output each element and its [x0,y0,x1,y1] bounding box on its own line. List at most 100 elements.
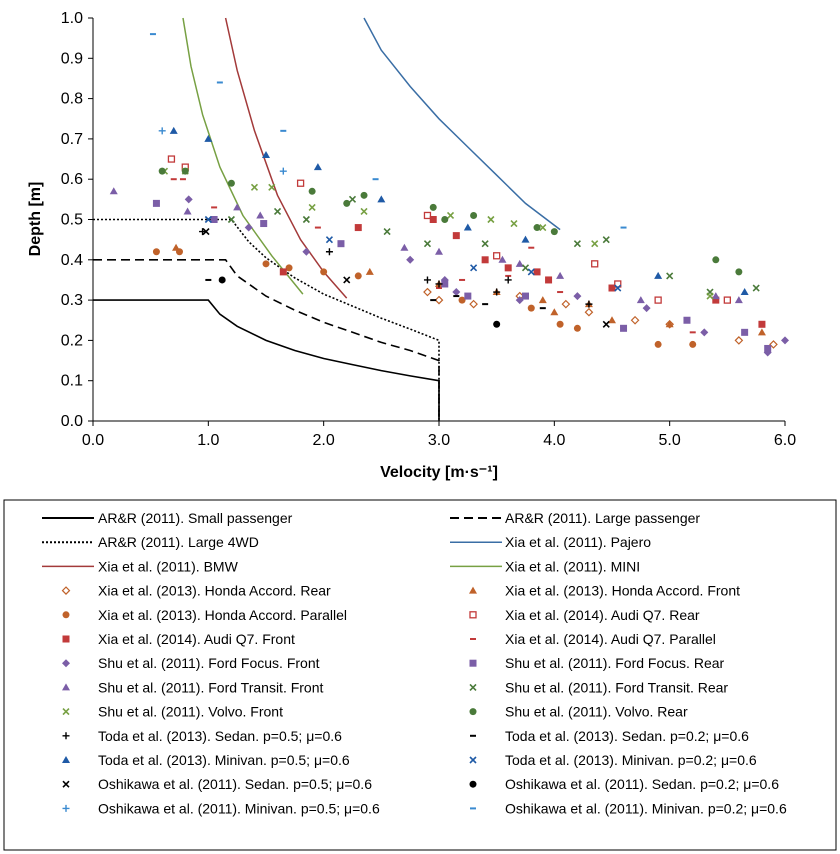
xia-et-al-2013-honda-accord-front-point [757,328,766,336]
shu-et-al-2011-ford-focus-rear-point [683,316,691,324]
toda-et-al-2013-sedan-p-0-5-0-6-point [493,288,501,296]
legend-marker-sample [469,586,477,594]
legend-item-toda-et-al-2013-minivan-p-0-2-0-6: Toda et al. (2013). Minivan. p=0.2; μ=0.… [469,752,757,768]
shu-et-al-2011-volvo-rear-point [158,167,166,175]
xia-et-al-2013-honda-accord-front-point [550,308,559,316]
xia-et-al-2011-pajero-line [363,17,561,231]
xia-et-al-2013-honda-accord-rear-point [423,287,432,297]
legend-label: Shu et al. (2011). Volvo. Front [98,704,283,720]
shu-et-al-2011-volvo-rear-point [308,187,316,195]
legend-item-oshikawa-et-al-2011-sedan-p-0-5-0-6: Oshikawa et al. (2011). Sedan. p=0.5; μ=… [62,776,372,792]
xia-et-al-2013-honda-accord-parallel-point [320,268,328,276]
shu-et-al-2011-ford-transit-front-point [711,292,720,300]
xia-et-al-2013-honda-accord-rear-point [469,299,478,309]
toda-et-al-2013-sedan-p-0-5-0-6-point [423,276,431,284]
legend-label: Toda et al. (2013). Sedan. p=0.2; μ=0.6 [505,728,749,744]
legend: AR&R (2011). Small passenger AR&R (2011).… [42,510,787,816]
legend-marker-sample [469,756,477,764]
toda-et-al-2013-minivan-p-0-5-0-6-point [654,271,663,279]
legend-item-xia-et-al-2011-bmw: Xia et al. (2011). BMW [42,558,239,574]
legend-item-ar-r-2011-large-passenger: AR&R (2011). Large passenger [450,510,700,526]
legend-marker-sample [61,586,71,595]
xia-et-al-2011-mini-line [182,17,304,295]
xia-et-al-2013-honda-accord-front-point [608,316,616,324]
oshikawa-et-al-2011-sedan-p-0-2-0-6-point [493,320,501,328]
legend-label: Oshikawa et al. (2011). Minivan. p=0.2; … [505,800,787,816]
y-tick-label: 0.2 [61,332,83,349]
y-tick-label: 0.8 [61,91,83,108]
xia-et-al-2013-honda-accord-rear-point [665,319,675,329]
toda-et-al-2013-minivan-p-0-5-0-6-point [204,134,213,142]
ar-r-2011-large-4wd-line [93,218,440,421]
shu-et-al-2011-ford-transit-rear-point [521,264,530,272]
xia-et-al-2013-honda-accord-parallel-point [152,248,160,256]
xia-et-al-2013-honda-accord-front-point [665,320,674,328]
shu-et-al-2011-ford-focus-rear-point [441,280,449,288]
toda-et-al-2013-minivan-p-0-5-0-6-point [262,151,270,159]
xia-et-al-2014-audi-q7-rear-point [723,296,731,304]
xia-et-al-2013-honda-accord-front-point [365,267,374,275]
x-tick-label: 5.0 [659,432,681,449]
shu-et-al-2011-ford-transit-front-point [400,243,409,251]
shu-et-al-2011-ford-focus-front-point [642,304,651,313]
legend-label: AR&R (2011). Small passenger [98,510,293,526]
legend-label: Xia et al. (2013). Honda Accord. Rear [98,583,331,599]
legend-item-shu-et-al-2011-ford-transit-front: Shu et al. (2011). Ford Transit. Front [62,679,324,695]
toda-et-al-2013-minivan-p-0-5-0-6-point [313,163,322,171]
xia-et-al-2013-honda-accord-parallel-point [654,340,662,348]
legend-marker-sample [469,780,477,788]
legend-item-shu-et-al-2011-volvo-rear: Shu et al. (2011). Volvo. Rear [469,704,688,720]
legend-item-ar-r-2011-small-passenger: AR&R (2011). Small passenger [42,510,293,526]
shu-et-al-2011-volvo-front-point [487,215,495,224]
shu-et-al-2011-ford-focus-front-point [302,247,311,256]
oshikawa-et-al-2011-sedan-p-0-5-0-6-point [602,320,610,328]
shu-et-al-2011-ford-transit-front-point [734,296,743,304]
legend-label: Xia et al. (2011). MINI [505,558,640,574]
x-tick-label: 3.0 [428,432,450,449]
shu-et-al-2011-ford-transit-front-point [498,255,507,263]
legend-item-xia-et-al-2013-honda-accord-front: Xia et al. (2013). Honda Accord. Front [469,583,740,599]
xia-et-al-2011-bmw-line [224,17,348,299]
ar-r-2011-small-passenger-line [93,299,440,421]
shu-et-al-2011-ford-transit-front-point [256,211,265,219]
xia-et-al-2013-honda-accord-parallel-point [573,324,581,332]
x-axis-title: Velocity [m·s⁻¹] [380,464,498,481]
legend-label: Toda et al. (2013). Sedan. p=0.5; μ=0.6 [98,728,342,744]
y-tick-label: 0.7 [61,131,83,148]
shu-et-al-2011-ford-focus-rear-point [152,199,160,207]
legend-marker-sample [469,683,477,691]
legend-box [3,499,837,851]
legend-item-xia-et-al-2013-honda-accord-rear: Xia et al. (2013). Honda Accord. Rear [61,583,331,599]
shu-et-al-2011-volvo-front-point [268,183,276,191]
shu-et-al-2011-ford-transit-rear-point [666,272,674,280]
toda-et-al-2013-minivan-p-0-5-0-6-point [521,235,530,243]
shu-et-al-2011-ford-transit-rear-point [273,207,282,216]
shu-et-al-2011-volvo-front-point [308,203,316,211]
toda-et-al-2013-minivan-p-0-2-0-6-point [527,268,535,276]
legend-item-oshikawa-et-al-2011-minivan-p-0-5-0-6: Oshikawa et al. (2011). Minivan. p=0.5; … [62,800,380,816]
legend-item-xia-et-al-2011-pajero: Xia et al. (2011). Pajero [450,534,651,550]
xia-et-al-2013-honda-accord-parallel-point [458,296,466,304]
shu-et-al-2011-ford-focus-front-point [573,292,582,301]
toda-et-al-2013-minivan-p-0-5-0-6-point [169,126,178,134]
xia-et-al-2013-honda-accord-parallel-point [556,320,564,328]
shu-et-al-2011-volvo-front-point [360,207,368,216]
xia-et-al-2014-audi-q7-rear-point [423,211,432,220]
legend-item-toda-et-al-2013-sedan-p-0-5-0-6: Toda et al. (2013). Sedan. p=0.5; μ=0.6 [62,728,342,744]
legend-marker-sample [62,804,70,812]
xia-et-al-2013-honda-accord-parallel-point [176,248,183,256]
shu-et-al-2011-volvo-front-point [510,219,518,228]
xia-et-al-2014-audi-q7-front-point [758,320,766,328]
xia-et-al-2014-audi-q7-rear-point [591,260,599,268]
xia-et-al-2014-audi-q7-rear-point [167,155,176,163]
legend-item-xia-et-al-2014-audi-q7-rear: Xia et al. (2014). Audi Q7. Rear [469,607,700,623]
xia-et-al-2013-honda-accord-parallel-point [285,264,293,272]
y-tick-label: 0.0 [61,413,83,430]
x-tick-label: 6.0 [774,432,796,449]
shu-et-al-2011-volvo-rear-point [470,211,478,219]
xia-et-al-2014-audi-q7-front-point [504,264,512,272]
shu-et-al-2011-ford-transit-rear-point [227,215,235,224]
legend-item-ar-r-2011-large-4wd: AR&R (2011). Large 4WD [42,534,259,550]
xia-et-al-2013-honda-accord-rear-point [734,336,744,345]
